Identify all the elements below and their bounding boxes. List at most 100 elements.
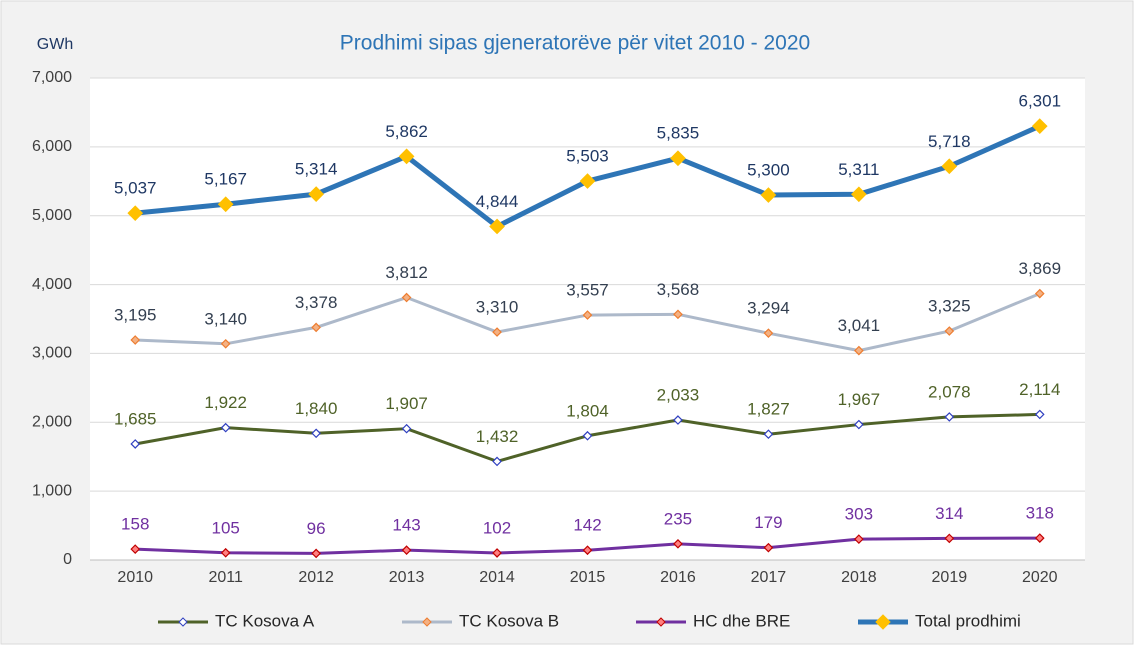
marker xyxy=(492,456,502,467)
marker xyxy=(673,415,683,425)
marker xyxy=(127,205,144,222)
marker xyxy=(673,309,683,320)
marker xyxy=(220,547,231,558)
marker xyxy=(401,545,412,556)
marker xyxy=(217,196,234,213)
x-tick-label: 2014 xyxy=(479,569,515,586)
data-label: 3,294 xyxy=(747,299,790,318)
marker xyxy=(130,439,141,449)
data-label: 6,301 xyxy=(1018,92,1061,111)
marker xyxy=(220,422,231,433)
marker xyxy=(492,327,502,337)
data-label: 143 xyxy=(392,516,420,535)
data-label: 142 xyxy=(573,516,601,535)
data-label: 2,078 xyxy=(928,382,971,401)
data-label: 5,311 xyxy=(838,160,879,179)
data-label: 179 xyxy=(754,513,782,532)
legend-label: Total prodhimi xyxy=(915,611,1021,630)
marker xyxy=(673,538,683,549)
x-tick-label: 2019 xyxy=(932,569,968,586)
x-tick-label: 2017 xyxy=(751,569,787,586)
data-label: 5,037 xyxy=(114,179,157,198)
y-tick-label: 0 xyxy=(63,551,72,568)
data-label: 3,869 xyxy=(1018,259,1061,278)
marker xyxy=(944,326,955,336)
y-tick-label: 2,000 xyxy=(32,414,72,431)
y-tick-label: 5,000 xyxy=(32,207,72,224)
data-label: 235 xyxy=(664,509,692,528)
data-label: 96 xyxy=(307,519,326,538)
marker xyxy=(130,335,141,345)
data-label: 5,835 xyxy=(657,124,700,143)
marker xyxy=(582,545,593,556)
marker xyxy=(311,548,321,559)
marker xyxy=(401,292,412,303)
marker xyxy=(130,544,141,554)
legend-marker xyxy=(875,614,891,630)
data-label: 303 xyxy=(845,505,873,524)
data-label: 3,041 xyxy=(838,316,881,335)
x-tick-label: 2010 xyxy=(117,569,153,586)
legend-label: TC Kosova B xyxy=(459,611,559,630)
data-label: 5,314 xyxy=(295,160,338,179)
data-label: 5,862 xyxy=(385,122,428,141)
marker xyxy=(1034,533,1045,543)
data-label: 1,840 xyxy=(295,399,338,418)
data-label: 318 xyxy=(1026,504,1054,523)
marker xyxy=(854,345,864,356)
data-label: 105 xyxy=(211,518,239,537)
data-label: 2,114 xyxy=(1019,380,1060,399)
data-label: 3,140 xyxy=(204,309,247,328)
marker xyxy=(1031,118,1048,134)
marker xyxy=(582,430,593,441)
data-label: 1,685 xyxy=(114,409,157,428)
x-tick-label: 2013 xyxy=(389,569,425,586)
marker xyxy=(1034,288,1045,299)
chart-title: Prodhimi sipas gjeneratorëve për vitet 2… xyxy=(340,32,810,55)
data-label: 1,967 xyxy=(838,390,881,409)
marker xyxy=(398,148,415,165)
data-label: 5,718 xyxy=(928,132,971,151)
data-label: 1,432 xyxy=(476,427,519,446)
marker xyxy=(854,534,864,544)
data-label: 102 xyxy=(483,518,511,537)
marker xyxy=(579,173,596,189)
marker xyxy=(582,310,593,320)
marker xyxy=(670,150,686,167)
legend-label: TC Kosova A xyxy=(215,611,315,630)
data-label: 3,310 xyxy=(476,298,519,317)
data-label: 3,195 xyxy=(114,305,157,324)
data-label: 4,844 xyxy=(476,192,519,211)
marker xyxy=(763,542,774,553)
marker xyxy=(944,533,955,544)
marker xyxy=(760,187,777,203)
data-label: 1,827 xyxy=(747,400,790,419)
marker xyxy=(220,338,231,349)
y-axis-label: GWh xyxy=(37,36,73,53)
marker xyxy=(308,186,324,202)
data-label: 3,812 xyxy=(385,263,428,282)
x-tick-label: 2015 xyxy=(570,569,606,586)
marker xyxy=(941,158,958,175)
y-tick-label: 3,000 xyxy=(32,345,72,362)
x-tick-label: 2012 xyxy=(298,569,334,586)
x-tick-label: 2011 xyxy=(208,569,243,586)
data-label: 314 xyxy=(935,504,963,523)
data-label: 158 xyxy=(121,515,149,534)
x-tick-label: 2020 xyxy=(1022,569,1058,586)
marker xyxy=(851,186,867,203)
marker xyxy=(489,218,505,235)
marker xyxy=(854,419,864,430)
marker xyxy=(763,429,774,440)
data-label: 5,503 xyxy=(566,147,609,166)
data-label: 1,922 xyxy=(204,393,247,412)
y-tick-label: 7,000 xyxy=(32,69,72,86)
data-label: 3,557 xyxy=(566,281,609,300)
data-label: 5,167 xyxy=(204,170,247,189)
legend-marker xyxy=(656,617,666,627)
data-label: 2,033 xyxy=(657,385,700,404)
legend-marker xyxy=(178,617,188,627)
data-label: 1,804 xyxy=(566,401,609,420)
marker xyxy=(1034,409,1045,420)
